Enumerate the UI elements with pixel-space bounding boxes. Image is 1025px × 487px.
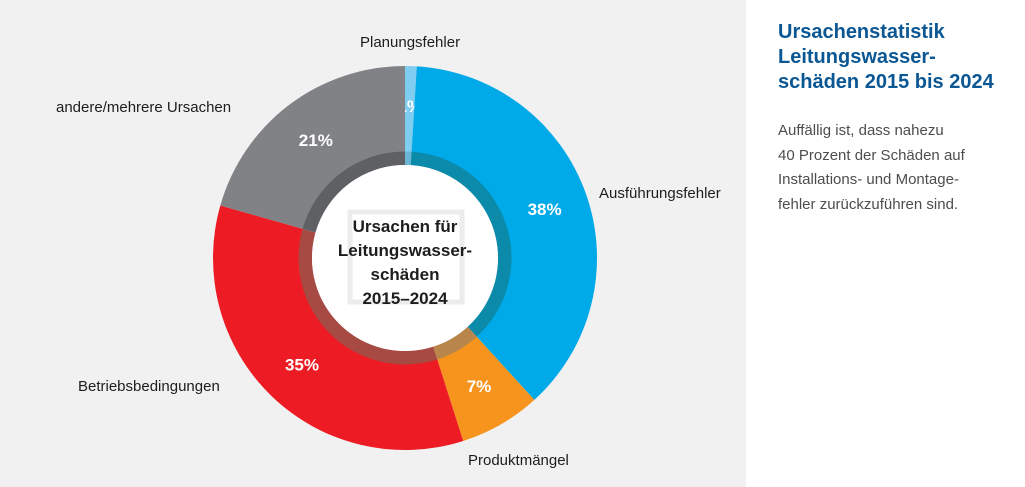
label-planungsfehler: Planungsfehler: [360, 34, 461, 51]
value-label-andere-mehrere-ursachen: 21%: [299, 131, 333, 150]
slice-ausf-hrungsfehler: [411, 66, 597, 400]
ring-ausf-hrungsfehler: [410, 151, 512, 337]
value-label-betriebsbedingungen: 35%: [285, 355, 319, 374]
watermark-logo: [347, 209, 465, 305]
ring-produktm-ngel: [433, 326, 477, 360]
label-andere-ursachen: andere/mehrere Ursachen: [56, 99, 232, 116]
side-panel: Ursachenstatistik Leitungswasser- schäde…: [778, 20, 1018, 217]
value-label-produktm-ngel: 7%: [467, 377, 492, 396]
donut-chart: 1%38%7%35%21%Ursachen fürLeitungswasser-…: [213, 66, 597, 451]
side-description: Auffällig ist, dass nahezu 40 Prozent de…: [778, 122, 965, 213]
label-ausfuehrungsfehler: Ausführungsfehler: [599, 185, 721, 202]
ring-betriebsbedingungen: [298, 228, 438, 365]
side-title: Ursachenstatistik Leitungswasser- schäde…: [778, 21, 994, 93]
center-label-line: 2015–2024: [362, 289, 448, 308]
slice-planungsfehler: [405, 66, 417, 153]
label-betriebsbedingungen: Betriebsbedingungen: [78, 378, 220, 395]
center-label-line: Leitungswasser-: [338, 241, 472, 260]
center-label-line: Ursachen für: [353, 217, 458, 236]
slice-andere-mehrere-ursachen: [220, 66, 405, 229]
value-label-ausf-hrungsfehler: 38%: [528, 200, 562, 219]
label-produktmaengel: Produktmängel: [468, 452, 569, 469]
chart-panel: 1% 38% 7% 35% 21% Ursachen für Leitungswasser-…: [0, 0, 746, 487]
ring-planungsfehler: [405, 151, 412, 166]
center-label-line: schäden: [371, 265, 440, 284]
slice-betriebsbedingungen: [213, 205, 464, 451]
slice-produktm-ngel: [437, 336, 535, 441]
ring-andere-mehrere-ursachen: [302, 151, 405, 233]
